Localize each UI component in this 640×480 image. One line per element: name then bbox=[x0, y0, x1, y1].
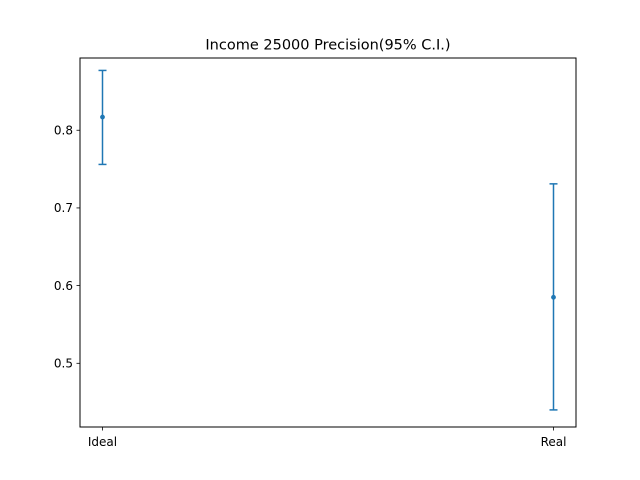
x-tick-label: Real bbox=[541, 435, 567, 449]
errorbar-ideal bbox=[98, 69, 107, 166]
data-point bbox=[100, 114, 105, 120]
data-point bbox=[551, 294, 556, 300]
chart-title: Income 25000 Precision(95% C.I.) bbox=[205, 38, 450, 54]
y-tick-label: 0.5 bbox=[54, 357, 73, 371]
data-marks bbox=[98, 69, 558, 411]
y-axis: 0.5 0.6 0.7 0.8 bbox=[54, 124, 80, 371]
x-tick-label: Ideal bbox=[88, 435, 117, 449]
y-tick-label: 0.7 bbox=[54, 201, 73, 215]
errorbar-real bbox=[549, 183, 558, 411]
x-axis: Ideal Real bbox=[88, 427, 567, 449]
y-tick-label: 0.6 bbox=[54, 279, 73, 293]
plot-frame bbox=[79, 57, 577, 428]
y-tick-label: 0.8 bbox=[54, 124, 73, 138]
